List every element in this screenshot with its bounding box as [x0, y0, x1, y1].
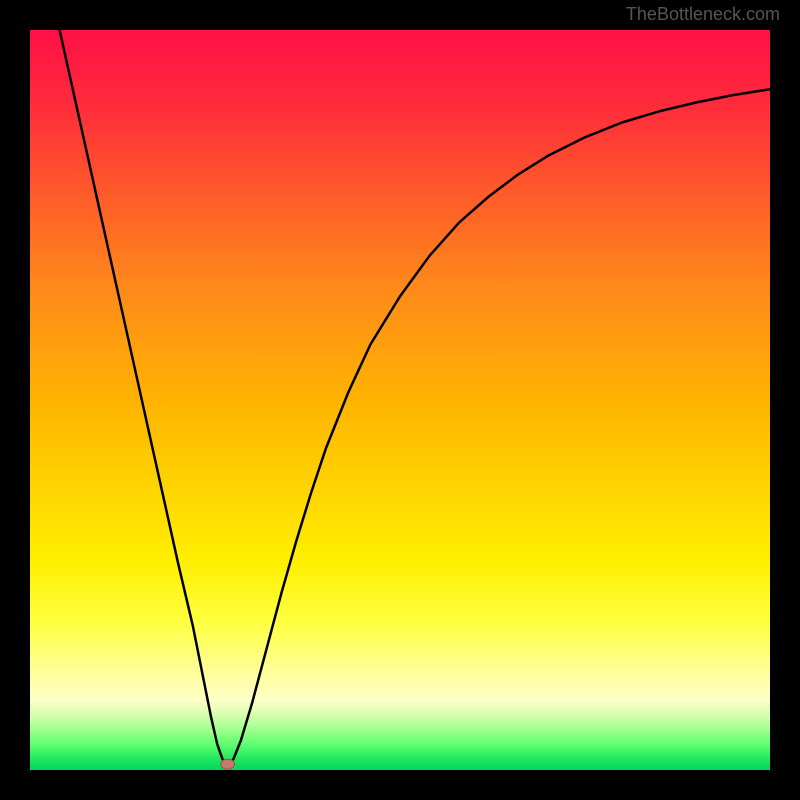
- plot-area: [30, 30, 770, 770]
- watermark-text: TheBottleneck.com: [626, 4, 780, 25]
- gradient-background: [30, 30, 770, 770]
